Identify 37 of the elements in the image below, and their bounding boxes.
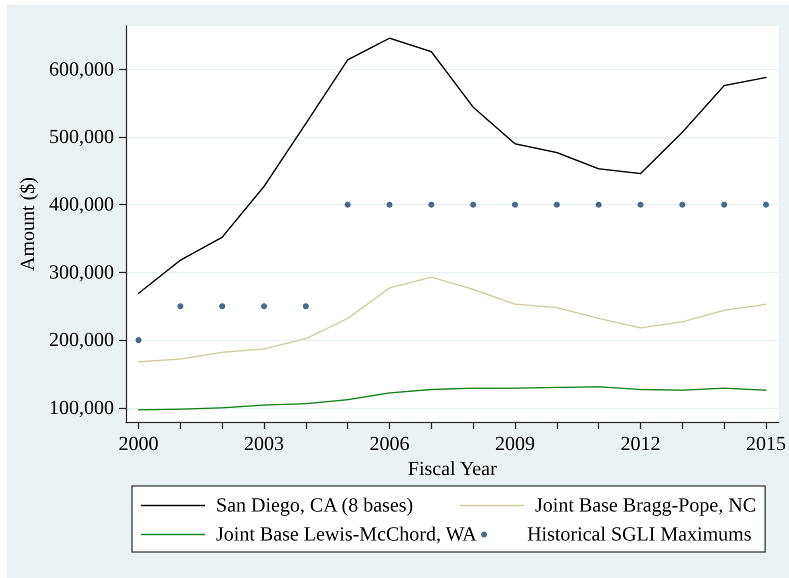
point	[302, 303, 309, 310]
x-tick-label: 2009	[495, 433, 536, 455]
legend-label: San Diego, CA (8 bases)	[216, 494, 414, 516]
x-tick-label: 2006	[370, 433, 410, 455]
point	[219, 303, 226, 310]
point	[721, 202, 728, 208]
y-tick-label: 400,000	[49, 194, 114, 216]
point	[428, 202, 434, 208]
point	[679, 202, 686, 208]
x-axis-title: Fiscal Year	[408, 458, 498, 480]
point	[512, 202, 518, 208]
x-tick-label: 2000	[118, 433, 159, 455]
point	[638, 202, 644, 208]
y-axis-title: Amount ($)	[17, 177, 40, 271]
legend-label: Joint Base Lewis-McChord, WA	[216, 524, 478, 546]
y-tick-label: 500,000	[49, 126, 114, 148]
line-series	[138, 37, 767, 294]
y-tick-label: 600,000	[49, 58, 114, 80]
point	[344, 202, 351, 208]
x-tick-label: 2012	[620, 433, 661, 455]
point	[763, 202, 769, 208]
point	[386, 202, 393, 208]
y-tick-label: 100,000	[49, 396, 114, 419]
point	[177, 303, 184, 310]
point	[470, 202, 476, 208]
x-tick-label: 2015	[746, 433, 786, 455]
point	[554, 202, 560, 208]
legend-label: Joint Base Bragg-Pope, NC	[535, 494, 756, 516]
y-tick-label: 200,000	[49, 329, 114, 352]
legend-label: Historical SGLI Maximums	[527, 524, 752, 546]
x-tick-label: 2003	[244, 433, 284, 455]
line-series	[138, 276, 767, 362]
point	[261, 303, 268, 310]
line-series	[138, 386, 767, 411]
point	[136, 337, 142, 344]
y-tick-label: 300,000	[49, 261, 114, 284]
point	[596, 202, 602, 208]
